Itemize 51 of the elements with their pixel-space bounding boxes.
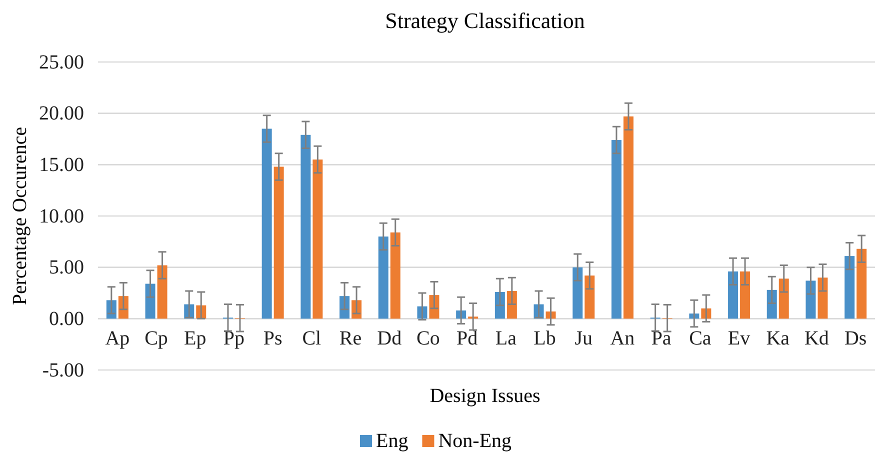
bar <box>844 256 855 319</box>
x-tick-label: Dd <box>377 328 402 350</box>
x-tick-label: Re <box>339 328 362 350</box>
bar <box>572 267 583 319</box>
chart-title: Strategy Classification <box>385 8 585 33</box>
bar <box>778 278 789 319</box>
y-tick-label: -5.00 <box>42 359 84 382</box>
x-tick-label: Cp <box>144 328 168 350</box>
x-tick-label: Ps <box>263 328 282 350</box>
bar <box>623 116 634 319</box>
bar <box>274 166 284 319</box>
x-tick-label: La <box>495 328 517 350</box>
y-tick-label: 0.00 <box>49 308 84 330</box>
bar <box>856 248 867 319</box>
bar <box>806 280 816 319</box>
bar <box>312 160 323 319</box>
bar <box>262 128 272 319</box>
x-tick-label: Pa <box>651 328 672 350</box>
x-axis-title: Design Issues <box>430 385 540 407</box>
x-tick-label: Kd <box>804 328 829 350</box>
y-tick-label: 15.00 <box>39 154 84 176</box>
x-tick-label: Cl <box>302 328 322 350</box>
bar <box>390 232 400 319</box>
y-tick-label: 25.00 <box>39 51 84 74</box>
x-tick-label: Ds <box>844 328 867 350</box>
x-tick-label: Lb <box>534 328 556 350</box>
x-tick-label: Ep <box>184 328 206 350</box>
bar <box>157 265 168 319</box>
y-tick-label: 5.00 <box>49 256 84 279</box>
bar <box>300 134 311 319</box>
x-tick-label: An <box>610 328 635 350</box>
bar <box>611 140 622 319</box>
bar <box>740 271 750 319</box>
legend-label: Non-Eng <box>438 430 512 452</box>
x-tick-label: Ev <box>728 328 750 350</box>
bar <box>378 236 388 319</box>
x-tick-label: Ka <box>766 328 790 350</box>
bar <box>728 271 738 319</box>
bar <box>584 276 595 319</box>
bar <box>145 284 156 319</box>
legend-label: Eng <box>376 430 408 452</box>
bar <box>818 278 828 319</box>
x-tick-label: Pd <box>456 328 478 350</box>
y-tick-label: 20.00 <box>39 102 84 125</box>
y-tick-label: 10.00 <box>39 205 84 228</box>
y-axis-title: Percentage Occurence <box>9 126 31 306</box>
x-tick-label: Ju <box>574 328 593 350</box>
x-tick-label: Ca <box>689 328 712 350</box>
x-tick-label: Co <box>416 328 440 350</box>
x-tick-label: Ap <box>105 328 130 350</box>
x-tick-label: Pp <box>223 328 245 350</box>
